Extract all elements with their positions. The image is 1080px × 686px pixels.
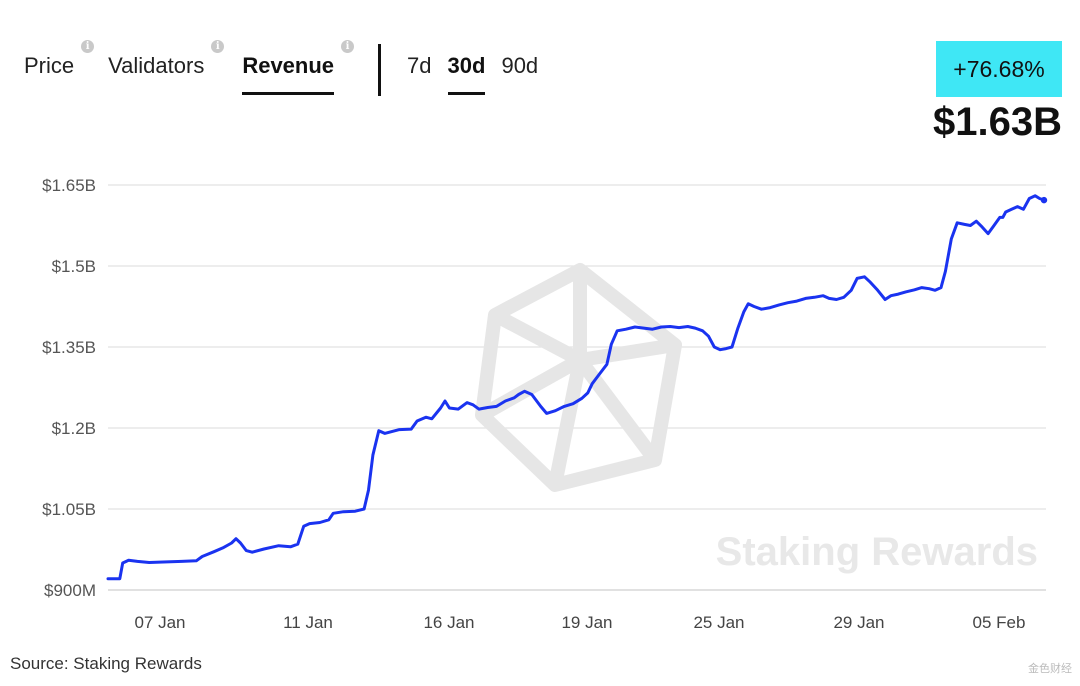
- x-tick-label: 25 Jan: [693, 613, 744, 632]
- tab-validators-label: Validators: [108, 53, 205, 78]
- watermark-text: Staking Rewards: [716, 530, 1038, 574]
- revenue-value: $1.63B: [933, 100, 1062, 144]
- watermark-icon: [475, 263, 682, 492]
- x-tick-label: 29 Jan: [833, 613, 884, 632]
- x-tick-label: 07 Jan: [134, 613, 185, 632]
- source-note: Source: Staking Rewards: [10, 654, 202, 673]
- info-icon[interactable]: i: [81, 40, 95, 53]
- end-point: [1040, 196, 1048, 204]
- range-7d[interactable]: 7d: [407, 53, 432, 78]
- y-tick-label: $1.35B: [42, 338, 96, 357]
- tab-divider: [378, 44, 382, 96]
- x-axis: 07 Jan 11 Jan 16 Jan 19 Jan 25 Jan 29 Jan 05 F…: [134, 613, 1025, 632]
- watermark-logo: Staking Rewards: [475, 263, 1038, 574]
- tab-price-label: Price: [24, 53, 75, 78]
- x-tick-label: 16 Jan: [423, 613, 474, 632]
- change-badge: +76.68%: [936, 41, 1062, 97]
- y-tick-label: $1.05B: [42, 500, 96, 519]
- y-tick-label: $1.65B: [42, 176, 96, 195]
- metric-tabs: Price i Validators i Revenue i 7d 30d 90…: [24, 40, 554, 96]
- tab-revenue-label: Revenue: [242, 53, 335, 78]
- tab-price[interactable]: Price i: [24, 40, 95, 80]
- x-tick-label: 19 Jan: [561, 613, 612, 632]
- range-30d[interactable]: 30d: [447, 53, 486, 95]
- x-tick-label: 05 Feb: [973, 613, 1026, 632]
- info-icon[interactable]: i: [211, 40, 225, 53]
- tab-revenue[interactable]: Revenue i: [242, 40, 355, 95]
- corner-logo: 金色财经: [1028, 663, 1072, 675]
- y-tick-label: $1.5B: [52, 257, 96, 276]
- tab-validators[interactable]: Validators i: [108, 40, 225, 80]
- x-tick-label: 11 Jan: [283, 613, 333, 632]
- info-icon[interactable]: i: [341, 40, 355, 53]
- y-axis: $900M $1.05B $1.2B $1.35B $1.5B $1.65B: [42, 176, 96, 600]
- range-90d[interactable]: 90d: [501, 53, 539, 78]
- y-tick-label: $1.2B: [52, 419, 96, 438]
- series-line: [106, 194, 1046, 581]
- y-tick-label: $900M: [44, 581, 96, 600]
- series-layer: [106, 194, 1048, 581]
